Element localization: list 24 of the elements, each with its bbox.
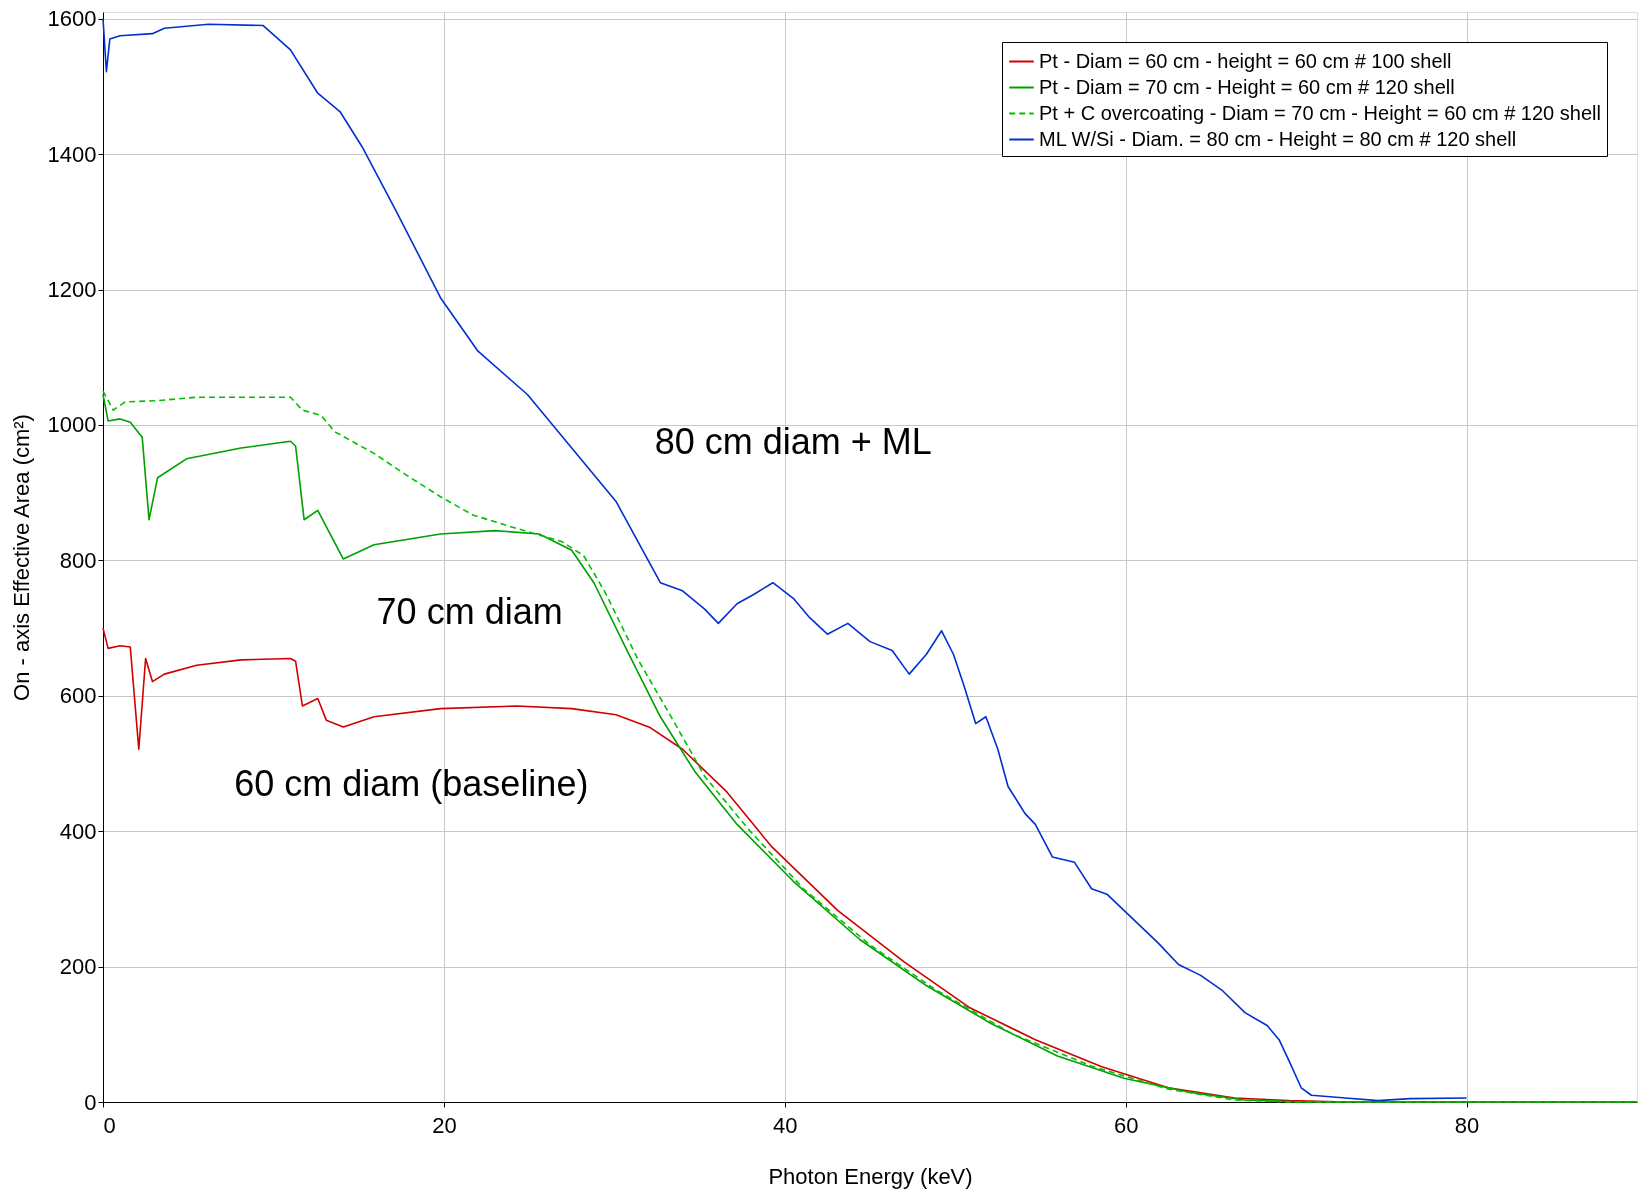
x-tick-label: 80 — [1454, 1112, 1480, 1138]
x-tick-label: 0 — [103, 1112, 116, 1138]
annotation: 70 cm diam — [376, 590, 563, 632]
y-tick-label: 200 — [59, 954, 97, 980]
y-tick-label: 400 — [59, 818, 97, 844]
y-tick-label: 1000 — [47, 412, 97, 438]
legend-label: ML W/Si - Diam. = 80 cm - Height = 80 cm # 120 shell — [1039, 127, 1517, 150]
y-tick-label: 800 — [59, 547, 97, 573]
x-tick-label: 20 — [432, 1112, 457, 1138]
x-axis-title: Photon Energy (keV) — [768, 1163, 973, 1189]
line-series — [102, 17, 1468, 1102]
y-axis-title: On - axis Effective Area (cm²) — [8, 414, 34, 701]
y-tick-label: 0 — [84, 1089, 97, 1115]
annotation: 60 cm diam (baseline) — [234, 762, 589, 804]
legend-label: Pt - Diam = 70 cm - Height = 60 cm # 120 shell — [1039, 75, 1455, 98]
y-tick-label: 1600 — [47, 6, 97, 32]
x-tick-label: 60 — [1113, 1112, 1139, 1138]
y-tick-label: 1400 — [47, 141, 97, 167]
x-tick-label: 40 — [773, 1112, 798, 1138]
annotation: 80 cm diam + ML — [654, 420, 932, 462]
y-tick-label: 600 — [59, 683, 97, 709]
legend-label: Pt + C overcoating - Diam = 70 cm - Height = 60 cm # 120 shell — [1039, 101, 1601, 124]
legend-label: Pt - Diam = 60 cm - height = 60 cm # 100 shell — [1039, 49, 1452, 72]
y-tick-label: 1200 — [47, 277, 97, 303]
